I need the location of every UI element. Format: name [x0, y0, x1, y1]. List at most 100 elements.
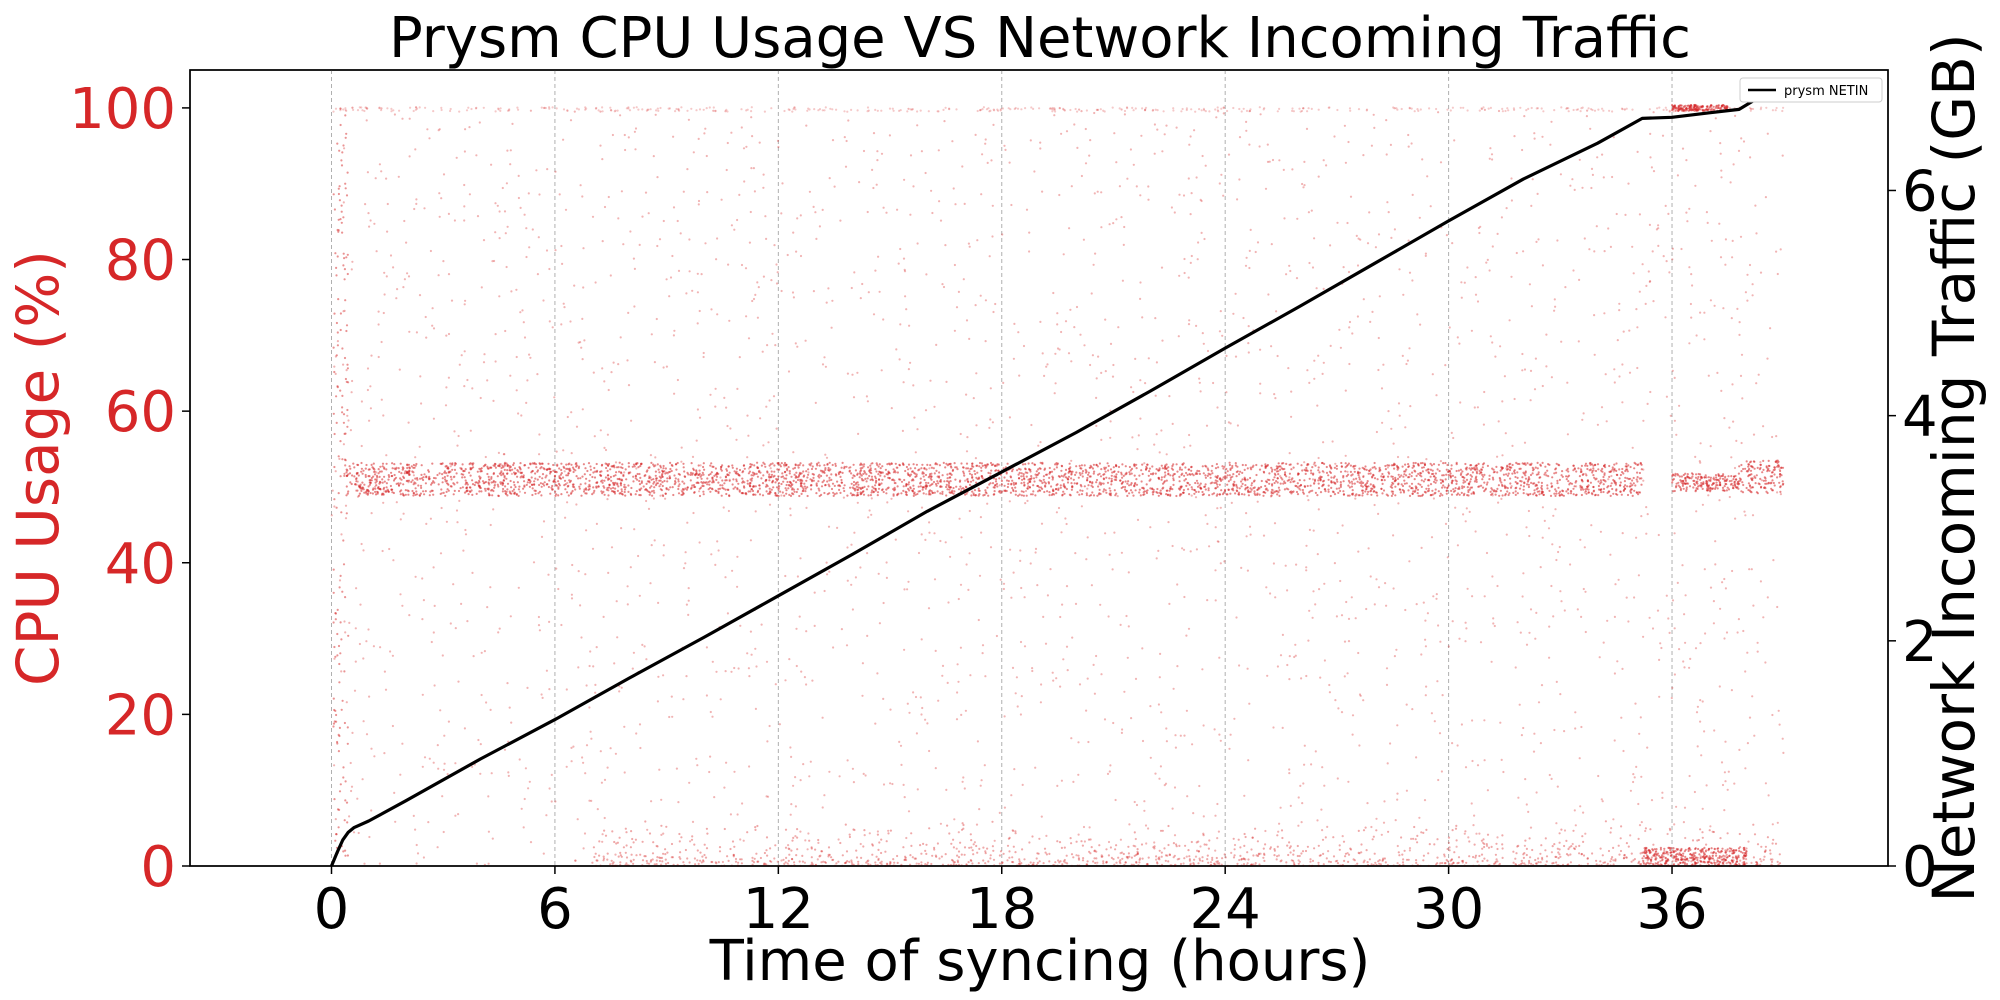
cpu-point	[392, 559, 395, 562]
cpu-point	[1421, 158, 1424, 161]
cpu-point	[1448, 849, 1451, 852]
cpu-point	[498, 237, 501, 240]
cpu-point	[339, 312, 342, 315]
cpu-point	[1176, 665, 1179, 668]
cpu-point	[865, 861, 868, 864]
cpu-point	[339, 440, 342, 443]
cpu-point	[1305, 127, 1309, 130]
cpu-point	[672, 135, 675, 138]
cpu-point	[1438, 494, 1442, 497]
cpu-point	[801, 860, 805, 863]
cpu-point	[1312, 590, 1315, 593]
cpu-point	[1727, 770, 1730, 773]
cpu-point	[702, 859, 705, 862]
cpu-point	[1390, 427, 1393, 430]
cpu-point	[1133, 854, 1136, 858]
cpu-point	[632, 862, 635, 865]
cpu-point	[441, 473, 444, 476]
cpu-point	[594, 107, 598, 110]
cpu-point	[632, 651, 636, 654]
cpu-point	[1566, 433, 1569, 436]
cpu-point	[574, 859, 577, 862]
cpu-point	[1124, 480, 1127, 483]
cpu-point	[1400, 107, 1403, 111]
cpu-point	[1589, 481, 1592, 484]
cpu-point	[1669, 414, 1672, 417]
cpu-point	[1156, 128, 1159, 131]
cpu-point	[340, 210, 343, 213]
cpu-point	[1201, 856, 1204, 859]
cpu-point	[736, 555, 739, 558]
cpu-point	[894, 538, 897, 541]
cpu-point	[626, 359, 629, 362]
cpu-point	[1554, 305, 1557, 308]
cpu-point	[1293, 655, 1296, 659]
cpu-point	[1075, 305, 1079, 309]
cpu-point	[1032, 861, 1035, 864]
cpu-point	[431, 324, 434, 327]
cpu-point	[445, 334, 448, 337]
cpu-point	[875, 855, 878, 858]
cpu-point	[348, 815, 351, 818]
cpu-point	[1288, 655, 1291, 658]
cpu-point	[337, 733, 340, 737]
cpu-point	[342, 539, 345, 542]
cpu-point	[1095, 377, 1098, 380]
cpu-point	[335, 354, 338, 357]
cpu-point	[1480, 839, 1483, 842]
cpu-point	[814, 848, 817, 851]
cpu-point	[491, 494, 494, 497]
cpu-point	[846, 372, 850, 375]
cpu-point	[420, 402, 423, 405]
cpu-point	[1410, 837, 1413, 841]
cpu-point	[1296, 844, 1299, 848]
cpu-point	[1114, 798, 1117, 802]
cpu-point	[1178, 857, 1181, 860]
cpu-point	[1170, 206, 1173, 209]
cpu-point	[560, 244, 563, 248]
cpu-point	[1482, 106, 1485, 109]
cpu-point	[1204, 514, 1207, 517]
cpu-point	[1682, 660, 1685, 663]
cpu-point	[924, 538, 927, 542]
cpu-point	[1452, 436, 1455, 440]
cpu-point	[991, 820, 994, 823]
cpu-point	[461, 486, 464, 489]
cpu-point	[343, 257, 346, 260]
cpu-point	[1371, 310, 1374, 313]
cpu-point	[1385, 119, 1388, 122]
cpu-point	[862, 149, 866, 153]
cpu-point	[1240, 858, 1243, 861]
cpu-point	[648, 832, 652, 835]
cpu-point	[786, 253, 789, 257]
cpu-point	[1317, 482, 1320, 485]
cpu-point	[1746, 651, 1749, 654]
cpu-point	[1544, 837, 1547, 840]
cpu-point	[1163, 133, 1166, 136]
cpu-point	[460, 602, 463, 606]
cpu-point	[333, 720, 336, 723]
cpu-point	[1194, 110, 1197, 113]
cpu-point	[1077, 773, 1080, 776]
cpu-point	[1133, 831, 1136, 834]
cpu-point	[1650, 799, 1654, 802]
cpu-point	[565, 688, 568, 691]
cpu-point	[1119, 838, 1122, 841]
cpu-point	[1149, 705, 1152, 708]
cpu-point	[588, 799, 591, 802]
cpu-point	[1515, 251, 1518, 255]
cpu-point	[1080, 840, 1083, 843]
cpu-point	[1240, 857, 1243, 861]
cpu-point	[344, 464, 347, 467]
cpu-point	[1490, 153, 1494, 156]
cpu-point	[1432, 475, 1435, 478]
cpu-point	[1535, 862, 1538, 865]
cpu-point	[1045, 853, 1048, 856]
cpu-point	[1115, 861, 1118, 864]
cpu-point	[1115, 844, 1118, 847]
cpu-point	[984, 142, 987, 145]
cpu-point	[1236, 862, 1239, 865]
cpu-point	[1497, 109, 1501, 113]
cpu-point	[1589, 127, 1592, 130]
cpu-point	[1716, 371, 1719, 374]
